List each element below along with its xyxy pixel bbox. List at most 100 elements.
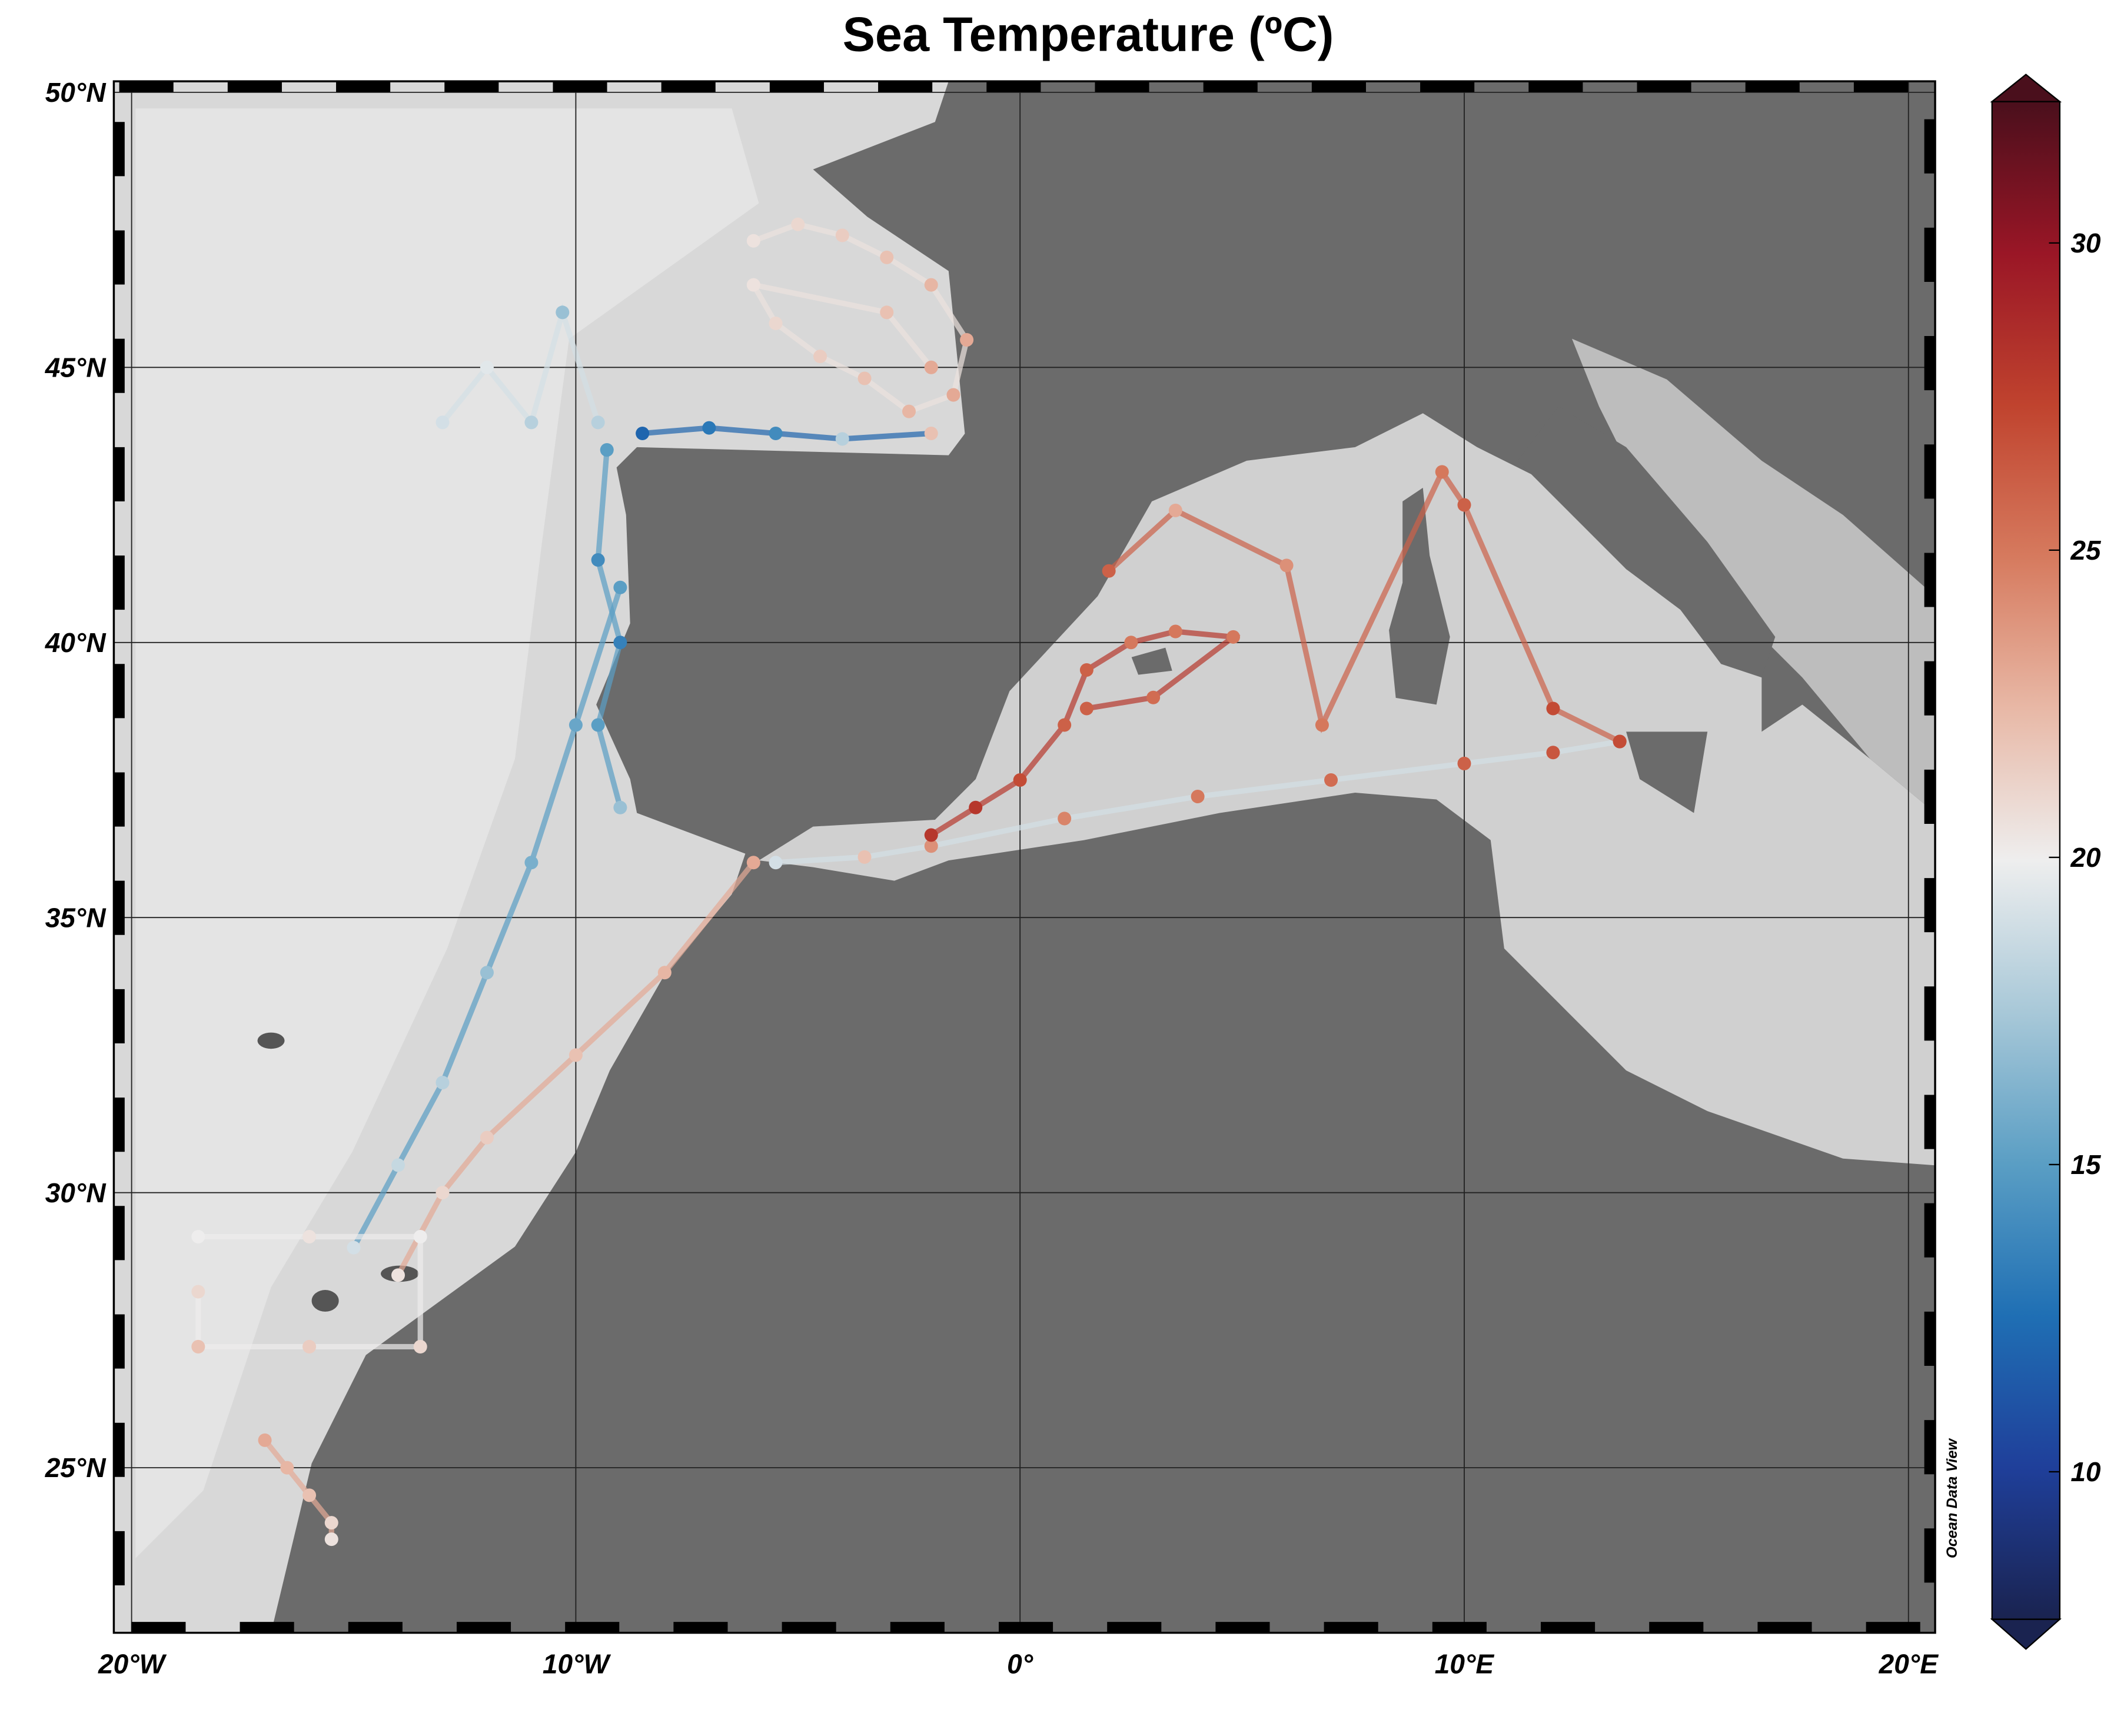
mediterranean — [759, 413, 1936, 1166]
sample-point — [280, 1461, 294, 1475]
basemap — [114, 81, 1936, 1633]
colorbar-top — [1990, 74, 2062, 102]
track-line — [748, 221, 970, 415]
sample-point — [436, 415, 450, 430]
x-tick-label: 10°W — [543, 1649, 611, 1680]
sample-point — [924, 360, 938, 374]
shelf — [135, 108, 759, 1558]
x-tick-label: 10°E — [1435, 1649, 1495, 1680]
sample-point — [303, 1339, 317, 1353]
sample-point — [702, 421, 716, 435]
sample-point — [524, 415, 539, 430]
y-tick-label: 40°N — [45, 627, 107, 658]
sample-point — [258, 1433, 272, 1447]
sample-point — [746, 278, 760, 292]
sample-point — [1102, 564, 1116, 578]
sample-point — [636, 426, 650, 441]
sample-point — [480, 966, 494, 980]
sample-point — [1013, 773, 1027, 787]
sample-point — [413, 1229, 427, 1243]
colorbar-tick-label: 15 — [2070, 1149, 2102, 1180]
sample-point — [1457, 498, 1471, 512]
sample-point — [1058, 812, 1072, 826]
sicily — [1626, 731, 1708, 813]
sample-point — [191, 1285, 205, 1299]
y-tick-label: 25°N — [45, 1452, 107, 1483]
y-tick-label: 45°N — [45, 352, 107, 383]
sample-point — [569, 1048, 583, 1062]
sample-point — [591, 415, 605, 430]
sample-point — [1546, 746, 1560, 760]
sample-point — [391, 1268, 405, 1282]
x-tick-label: 20°W — [98, 1649, 167, 1680]
colorbar-tick-label: 10 — [2070, 1456, 2101, 1487]
sample-point — [613, 636, 627, 650]
sample-point — [769, 856, 783, 870]
y-tick-label: 30°N — [45, 1178, 107, 1208]
x-tick-label: 20°E — [1879, 1649, 1939, 1680]
sample-point — [880, 305, 894, 320]
sample-point — [480, 1130, 494, 1145]
sample-point — [1315, 718, 1329, 732]
sample-point — [191, 1339, 205, 1353]
sample-point — [1191, 790, 1205, 804]
sample-point — [880, 250, 894, 264]
sample-point — [746, 234, 760, 248]
y-tick-label: 35°N — [45, 902, 107, 933]
sample-point — [657, 966, 672, 980]
sample-point — [769, 317, 783, 331]
colorbar-tick-label: 30 — [2070, 228, 2101, 258]
canary-islands — [257, 1032, 419, 1312]
track-line — [929, 628, 1241, 837]
sample-point — [924, 426, 938, 441]
watermark: Ocean Data View — [1944, 1438, 1960, 1558]
sample-point — [1146, 690, 1161, 704]
colorbar: 10 15 20 25 30 — [1990, 74, 2102, 1650]
sample-point — [191, 1229, 205, 1243]
frame — [112, 80, 1936, 1634]
sample-point — [769, 426, 783, 441]
sample-point — [436, 1186, 450, 1200]
sample-point — [1079, 701, 1093, 716]
sample-point — [960, 333, 974, 347]
x-tick-label: 0° — [1007, 1649, 1033, 1680]
colorbar-tick-label: 20 — [2070, 842, 2101, 873]
adriatic — [1571, 338, 1936, 813]
sample-point — [791, 217, 805, 231]
y-tick-label: 50°N — [45, 77, 107, 108]
sample-point — [924, 278, 938, 292]
sample-point — [613, 580, 627, 594]
sample-point — [969, 800, 983, 814]
sample-point — [1168, 503, 1182, 517]
sample-point — [813, 350, 827, 364]
sample-point — [1226, 630, 1241, 644]
sample-point — [1168, 624, 1182, 638]
chart-title: Sea Temperature (ºC) — [843, 6, 1334, 61]
sample-point — [1324, 773, 1338, 787]
sample-point — [857, 371, 872, 385]
sample-point — [1435, 465, 1449, 479]
sample-point — [1279, 558, 1294, 573]
sample-point — [946, 388, 960, 402]
track-line — [1107, 466, 1621, 744]
sample-point — [924, 839, 938, 853]
frame-checker — [114, 81, 1936, 1633]
sample-point — [600, 443, 614, 457]
italy — [1517, 406, 1776, 678]
sample-point — [1079, 663, 1093, 677]
balearics — [1131, 647, 1172, 675]
sample-point — [835, 228, 849, 242]
corsica-sardinia — [1389, 487, 1450, 705]
sample-point — [857, 850, 872, 864]
sample-point — [480, 360, 494, 374]
sample-point — [324, 1516, 338, 1530]
track-line — [395, 860, 756, 1277]
sample-point — [324, 1532, 338, 1547]
sample-point — [746, 856, 760, 870]
sample-point — [1124, 636, 1138, 650]
sample-point — [303, 1229, 317, 1243]
sample-point — [524, 856, 539, 870]
sample-point — [347, 1241, 361, 1255]
sample-point — [591, 718, 605, 732]
sample-point — [1457, 756, 1471, 770]
